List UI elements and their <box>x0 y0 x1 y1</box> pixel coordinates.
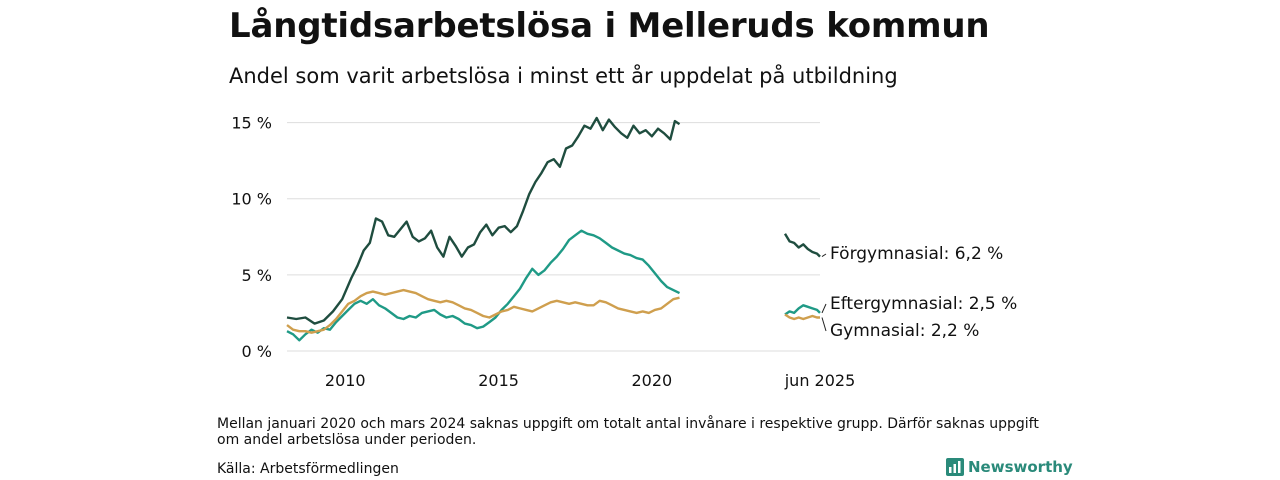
chart-subtitle: Andel som varit arbetslösa i minst ett å… <box>229 64 898 88</box>
y-axis: 0 % 5 % 10 % 15 % <box>231 114 272 361</box>
brand-name: Newsworthy <box>968 458 1073 476</box>
x-tick-label: 2020 <box>632 371 673 390</box>
y-tick-label: 0 % <box>242 342 272 361</box>
x-tick-label: jun 2025 <box>784 371 856 390</box>
end-label-förgymnasial: Förgymnasial: 6,2 % <box>830 244 1003 264</box>
end-label-leader-förgymnasial <box>821 253 827 258</box>
line-förgymnasial-segment-1 <box>286 116 681 325</box>
line-gymnasial-segment-2 <box>784 313 820 321</box>
x-axis: 2010 2015 2020 jun 2025 <box>325 371 855 390</box>
line-gymnasial-segment-1 <box>286 288 680 334</box>
series-lines <box>286 116 821 342</box>
y-tick-label: 15 % <box>231 114 272 133</box>
end-label-eftergymnasial: Eftergymnasial: 2,5 % <box>830 294 1017 314</box>
grid-lines <box>287 122 820 352</box>
line-eftergymnasial-segment-1 <box>286 229 681 342</box>
x-tick-label: 2010 <box>325 371 366 390</box>
series-end-labels: Förgymnasial: 6,2 % Eftergymnasial: 2,5 %… <box>821 244 1017 341</box>
footnote: Mellan januari 2020 och mars 2024 saknas… <box>217 416 1039 448</box>
newsworthy-logo-icon <box>946 458 964 476</box>
y-tick-label: 5 % <box>242 266 272 285</box>
end-label-gymnasial: Gymnasial: 2,2 % <box>830 321 979 341</box>
line-chart: 0 % 5 % 10 % 15 % 2010 2015 2020 jun 2025 Förg… <box>231 114 1017 390</box>
line-förgymnasial-segment-2 <box>783 233 821 258</box>
y-tick-label: 10 % <box>231 190 272 209</box>
x-tick-label: 2015 <box>478 371 519 390</box>
end-label-leader-eftergymnasial <box>821 303 827 314</box>
line-eftergymnasial-segment-2 <box>784 304 821 316</box>
source-text: Källa: Arbetsförmedlingen <box>217 461 399 477</box>
brand-logo: Newsworthy <box>946 458 1073 476</box>
chart-title: Långtidsarbetslösa i Melleruds kommun <box>229 6 990 46</box>
end-label-leader-gymnasial <box>821 317 827 332</box>
